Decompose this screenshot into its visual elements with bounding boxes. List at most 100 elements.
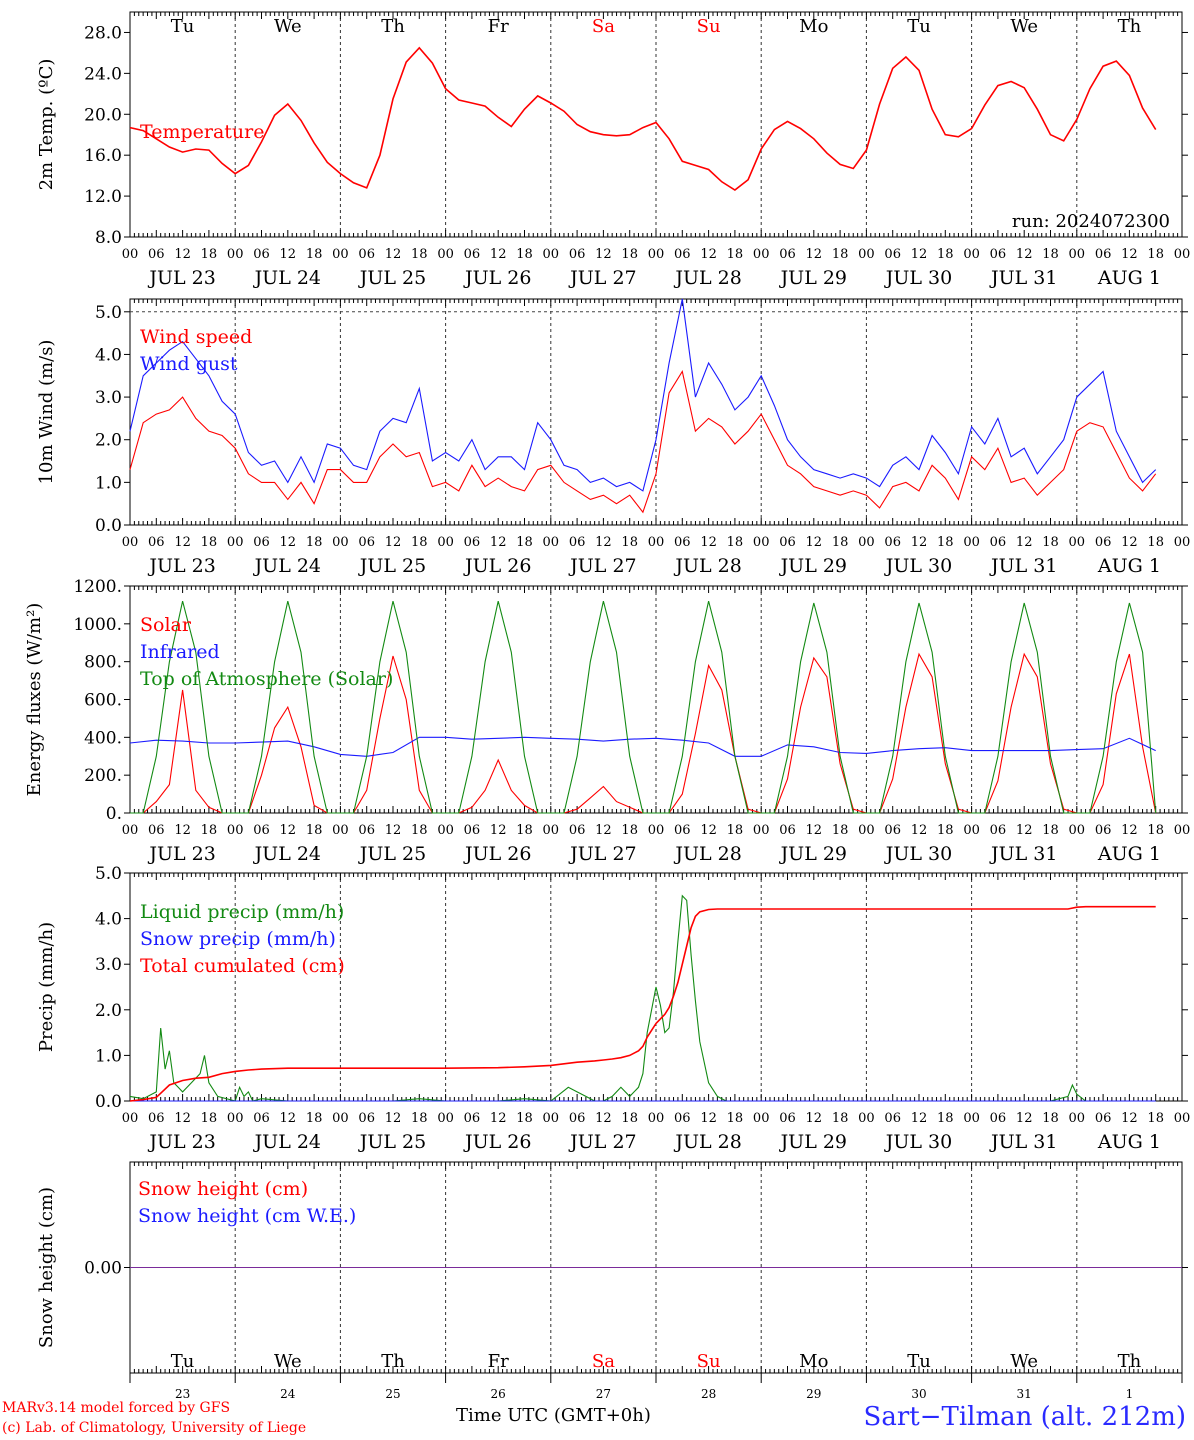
- hour-tick-label: 00: [858, 823, 875, 838]
- hour-tick-label: 18: [832, 1111, 849, 1126]
- hour-tick-label: 00: [543, 535, 560, 550]
- hour-tick-label: 18: [1042, 1111, 1059, 1126]
- day-name-label: Su: [697, 1351, 721, 1372]
- hour-tick-label: 00: [1069, 823, 1086, 838]
- hour-tick-label: 12: [806, 823, 823, 838]
- hour-tick-label: 18: [201, 247, 218, 262]
- hour-tick-label: 00: [437, 247, 454, 262]
- date-tick-label: JUL 28: [673, 555, 741, 577]
- date-tick-label: AUG 1: [1097, 267, 1161, 289]
- date-tick-label: JUL 31: [989, 555, 1057, 577]
- series-line-temperature: [129, 46, 1157, 191]
- hour-tick-label: 00: [122, 247, 139, 262]
- hour-tick-label: 00: [437, 1111, 454, 1126]
- day-name-label: Tu: [171, 1351, 195, 1372]
- y-tick-label: 8.0: [95, 228, 122, 248]
- hour-tick-label: 18: [937, 535, 954, 550]
- date-tick-label: JUL 31: [989, 1131, 1057, 1153]
- y-tick-label: 400.: [84, 728, 122, 748]
- hour-tick-label: 18: [727, 247, 744, 262]
- hour-tick-label: 00: [753, 247, 770, 262]
- hour-tick-label: 06: [148, 823, 165, 838]
- day-name-label: Th: [381, 16, 405, 37]
- hour-tick-label: 00: [1069, 535, 1086, 550]
- hour-tick-label: 06: [464, 535, 481, 550]
- date-tick-label: JUL 24: [253, 555, 321, 577]
- hour-tick-label: 06: [358, 247, 375, 262]
- day-number-label: 1: [1126, 1387, 1134, 1401]
- day-name-label: We: [1010, 16, 1038, 37]
- y-tick-label: 2.0: [95, 431, 122, 451]
- hour-tick-label: 18: [516, 535, 533, 550]
- y-tick-label: 0.00: [84, 1259, 122, 1279]
- y-axis-label: 2m Temp. (ºC): [36, 59, 57, 191]
- day-name-label: Sa: [592, 16, 615, 37]
- hour-tick-label: 00: [543, 247, 560, 262]
- y-tick-label: 4.0: [95, 345, 122, 365]
- hour-tick-label: 00: [1069, 1111, 1086, 1126]
- hour-tick-label: 00: [332, 247, 349, 262]
- day-name-label: Mo: [799, 16, 828, 37]
- hour-tick-label: 12: [385, 247, 402, 262]
- legend-entry: Infrared: [140, 641, 220, 663]
- hour-tick-label: 18: [832, 823, 849, 838]
- hour-tick-label: 00: [1069, 247, 1086, 262]
- y-tick-label: 5.0: [95, 864, 122, 884]
- day-number-label: 28: [701, 1387, 716, 1401]
- hour-tick-label: 18: [621, 535, 638, 550]
- hour-tick-label: 18: [516, 823, 533, 838]
- hour-tick-label: 12: [490, 535, 507, 550]
- hour-tick-label: 12: [595, 823, 612, 838]
- hour-tick-label: 12: [1121, 535, 1138, 550]
- hour-tick-label: 00: [227, 823, 244, 838]
- hour-tick-label: 18: [1147, 535, 1164, 550]
- hour-tick-label: 06: [884, 823, 901, 838]
- hour-tick-label: 18: [832, 247, 849, 262]
- hour-tick-label: 12: [595, 535, 612, 550]
- hour-tick-label: 18: [727, 535, 744, 550]
- hour-tick-label: 06: [253, 535, 270, 550]
- hour-tick-label: 18: [937, 1111, 954, 1126]
- date-tick-label: JUL 28: [673, 843, 741, 865]
- day-name-label: Tu: [907, 16, 931, 37]
- y-axis-label: Energy fluxes (W/m²): [24, 603, 45, 797]
- hour-tick-label: 06: [884, 247, 901, 262]
- model-credit-line: MARv3.14 model forced by GFS: [2, 1400, 231, 1416]
- hour-tick-label: 12: [911, 823, 928, 838]
- hour-tick-label: 12: [280, 535, 297, 550]
- hour-tick-label: 18: [306, 823, 323, 838]
- y-tick-label: 0.0: [95, 516, 122, 536]
- series-line-wind-gust: [129, 298, 1157, 492]
- date-tick-label: JUL 31: [989, 843, 1057, 865]
- date-tick-label: JUL 29: [779, 555, 847, 577]
- day-name-label: Th: [381, 1351, 405, 1372]
- hour-tick-label: 06: [358, 823, 375, 838]
- date-tick-label: JUL 29: [779, 1131, 847, 1153]
- y-axis-label: Snow height (cm): [36, 1187, 57, 1348]
- hour-tick-label: 06: [148, 1111, 165, 1126]
- lab-credit-line: (c) Lab. of Climatology, University of L…: [2, 1420, 307, 1436]
- hour-tick-label: 18: [621, 823, 638, 838]
- y-tick-label: 200.: [84, 766, 122, 786]
- hour-tick-label: 18: [411, 247, 428, 262]
- hour-tick-label: 00: [332, 1111, 349, 1126]
- y-tick-label: 2.0: [95, 1001, 122, 1021]
- hour-tick-label: 00: [122, 1111, 139, 1126]
- y-tick-label: 1000.: [73, 615, 122, 635]
- day-name-label: Th: [1118, 16, 1142, 37]
- hour-tick-label: 06: [990, 535, 1007, 550]
- hour-tick-label: 00: [648, 535, 665, 550]
- hour-tick-label: 06: [1095, 823, 1112, 838]
- hour-tick-label: 06: [569, 823, 586, 838]
- hour-tick-label: 12: [174, 823, 191, 838]
- date-tick-label: JUL 26: [463, 267, 531, 289]
- hour-tick-label: 12: [280, 247, 297, 262]
- y-tick-label: 5.0: [95, 303, 122, 323]
- day-name-label: Tu: [171, 16, 195, 37]
- hour-tick-label: 00: [543, 823, 560, 838]
- hour-tick-label: 00: [858, 247, 875, 262]
- y-axis-label: 10m Wind (m/s): [36, 340, 57, 485]
- date-tick-label: JUL 29: [779, 843, 847, 865]
- hour-tick-label: 18: [727, 823, 744, 838]
- hour-tick-label: 12: [911, 1111, 928, 1126]
